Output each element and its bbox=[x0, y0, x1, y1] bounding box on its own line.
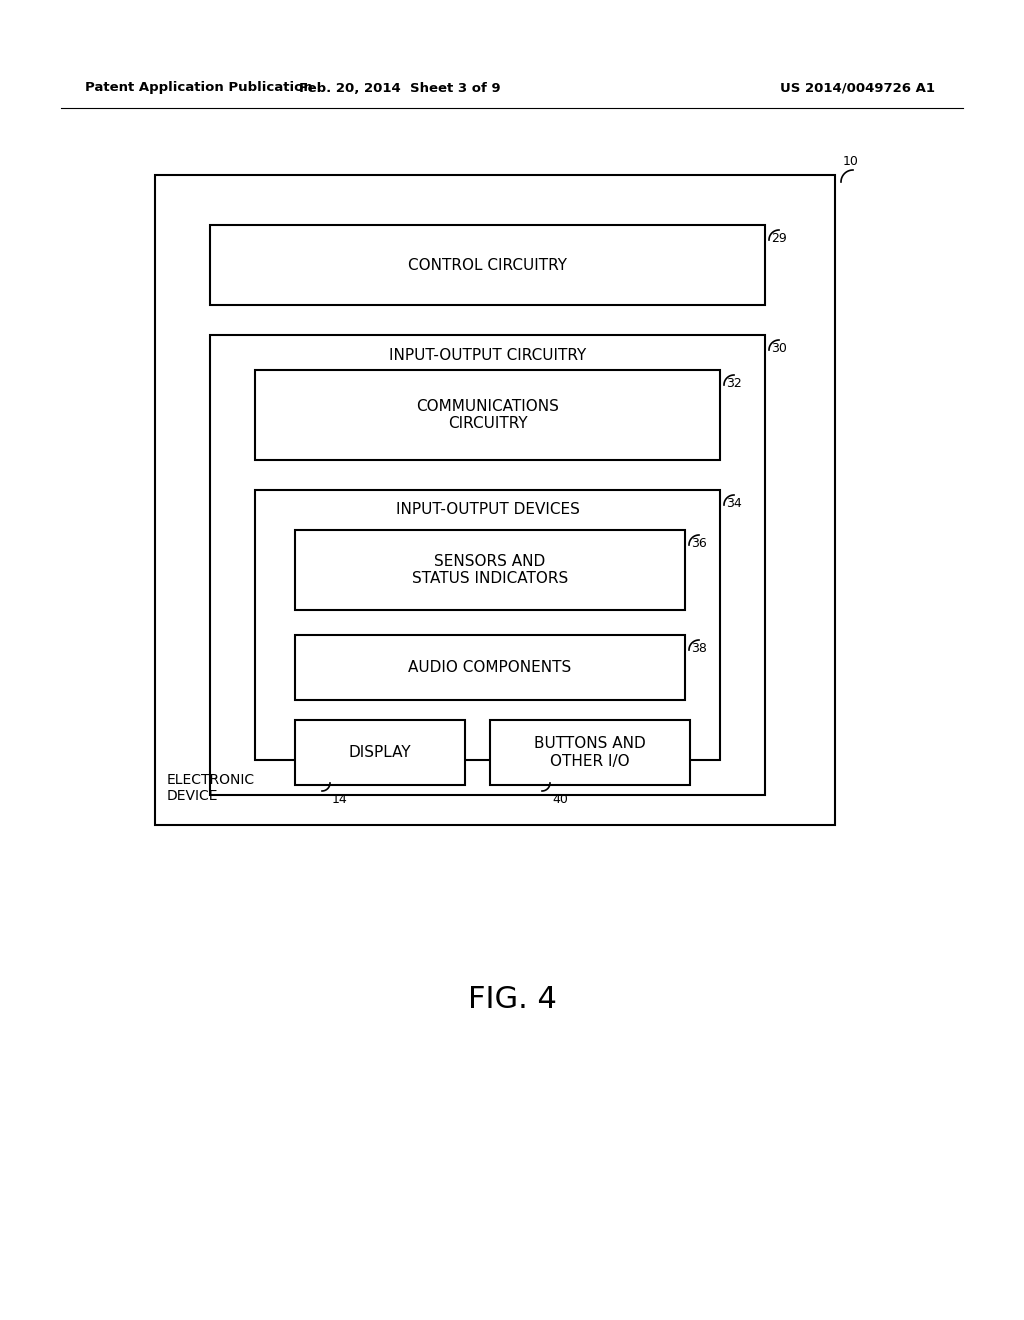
Text: Feb. 20, 2014  Sheet 3 of 9: Feb. 20, 2014 Sheet 3 of 9 bbox=[299, 82, 501, 95]
Text: SENSORS AND
STATUS INDICATORS: SENSORS AND STATUS INDICATORS bbox=[412, 554, 568, 586]
FancyBboxPatch shape bbox=[490, 719, 690, 785]
Text: 36: 36 bbox=[691, 537, 707, 550]
Text: CONTROL CIRCUITRY: CONTROL CIRCUITRY bbox=[408, 257, 567, 272]
Text: 32: 32 bbox=[726, 378, 741, 389]
FancyBboxPatch shape bbox=[210, 335, 765, 795]
FancyBboxPatch shape bbox=[295, 635, 685, 700]
Text: 38: 38 bbox=[691, 642, 707, 655]
FancyBboxPatch shape bbox=[155, 176, 835, 825]
FancyBboxPatch shape bbox=[255, 370, 720, 459]
FancyBboxPatch shape bbox=[255, 490, 720, 760]
Text: 10: 10 bbox=[843, 154, 859, 168]
Text: INPUT-OUTPUT CIRCUITRY: INPUT-OUTPUT CIRCUITRY bbox=[389, 347, 586, 363]
Text: DISPLAY: DISPLAY bbox=[349, 744, 412, 760]
Text: 40: 40 bbox=[552, 793, 568, 807]
Text: 29: 29 bbox=[771, 232, 786, 246]
Text: ELECTRONIC
DEVICE: ELECTRONIC DEVICE bbox=[167, 774, 255, 803]
FancyBboxPatch shape bbox=[295, 531, 685, 610]
Text: 30: 30 bbox=[771, 342, 786, 355]
Text: BUTTONS AND
OTHER I/O: BUTTONS AND OTHER I/O bbox=[535, 737, 646, 768]
Text: COMMUNICATIONS
CIRCUITRY: COMMUNICATIONS CIRCUITRY bbox=[416, 399, 559, 432]
Text: US 2014/0049726 A1: US 2014/0049726 A1 bbox=[780, 82, 935, 95]
Text: AUDIO COMPONENTS: AUDIO COMPONENTS bbox=[409, 660, 571, 675]
FancyBboxPatch shape bbox=[210, 224, 765, 305]
Text: 34: 34 bbox=[726, 498, 741, 510]
FancyBboxPatch shape bbox=[295, 719, 465, 785]
Text: Patent Application Publication: Patent Application Publication bbox=[85, 82, 312, 95]
Text: FIG. 4: FIG. 4 bbox=[468, 986, 556, 1015]
Text: 14: 14 bbox=[332, 793, 348, 807]
Text: INPUT-OUTPUT DEVICES: INPUT-OUTPUT DEVICES bbox=[395, 503, 580, 517]
